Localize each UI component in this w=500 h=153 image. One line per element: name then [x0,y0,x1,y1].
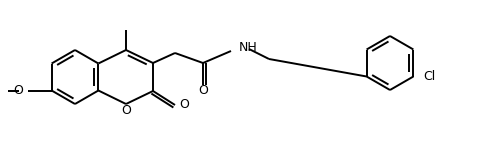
Text: O: O [198,84,208,97]
Text: O: O [14,84,24,97]
Text: NH: NH [239,41,258,54]
Text: O: O [179,99,189,112]
Text: O: O [121,104,131,118]
Text: Cl: Cl [424,70,436,83]
